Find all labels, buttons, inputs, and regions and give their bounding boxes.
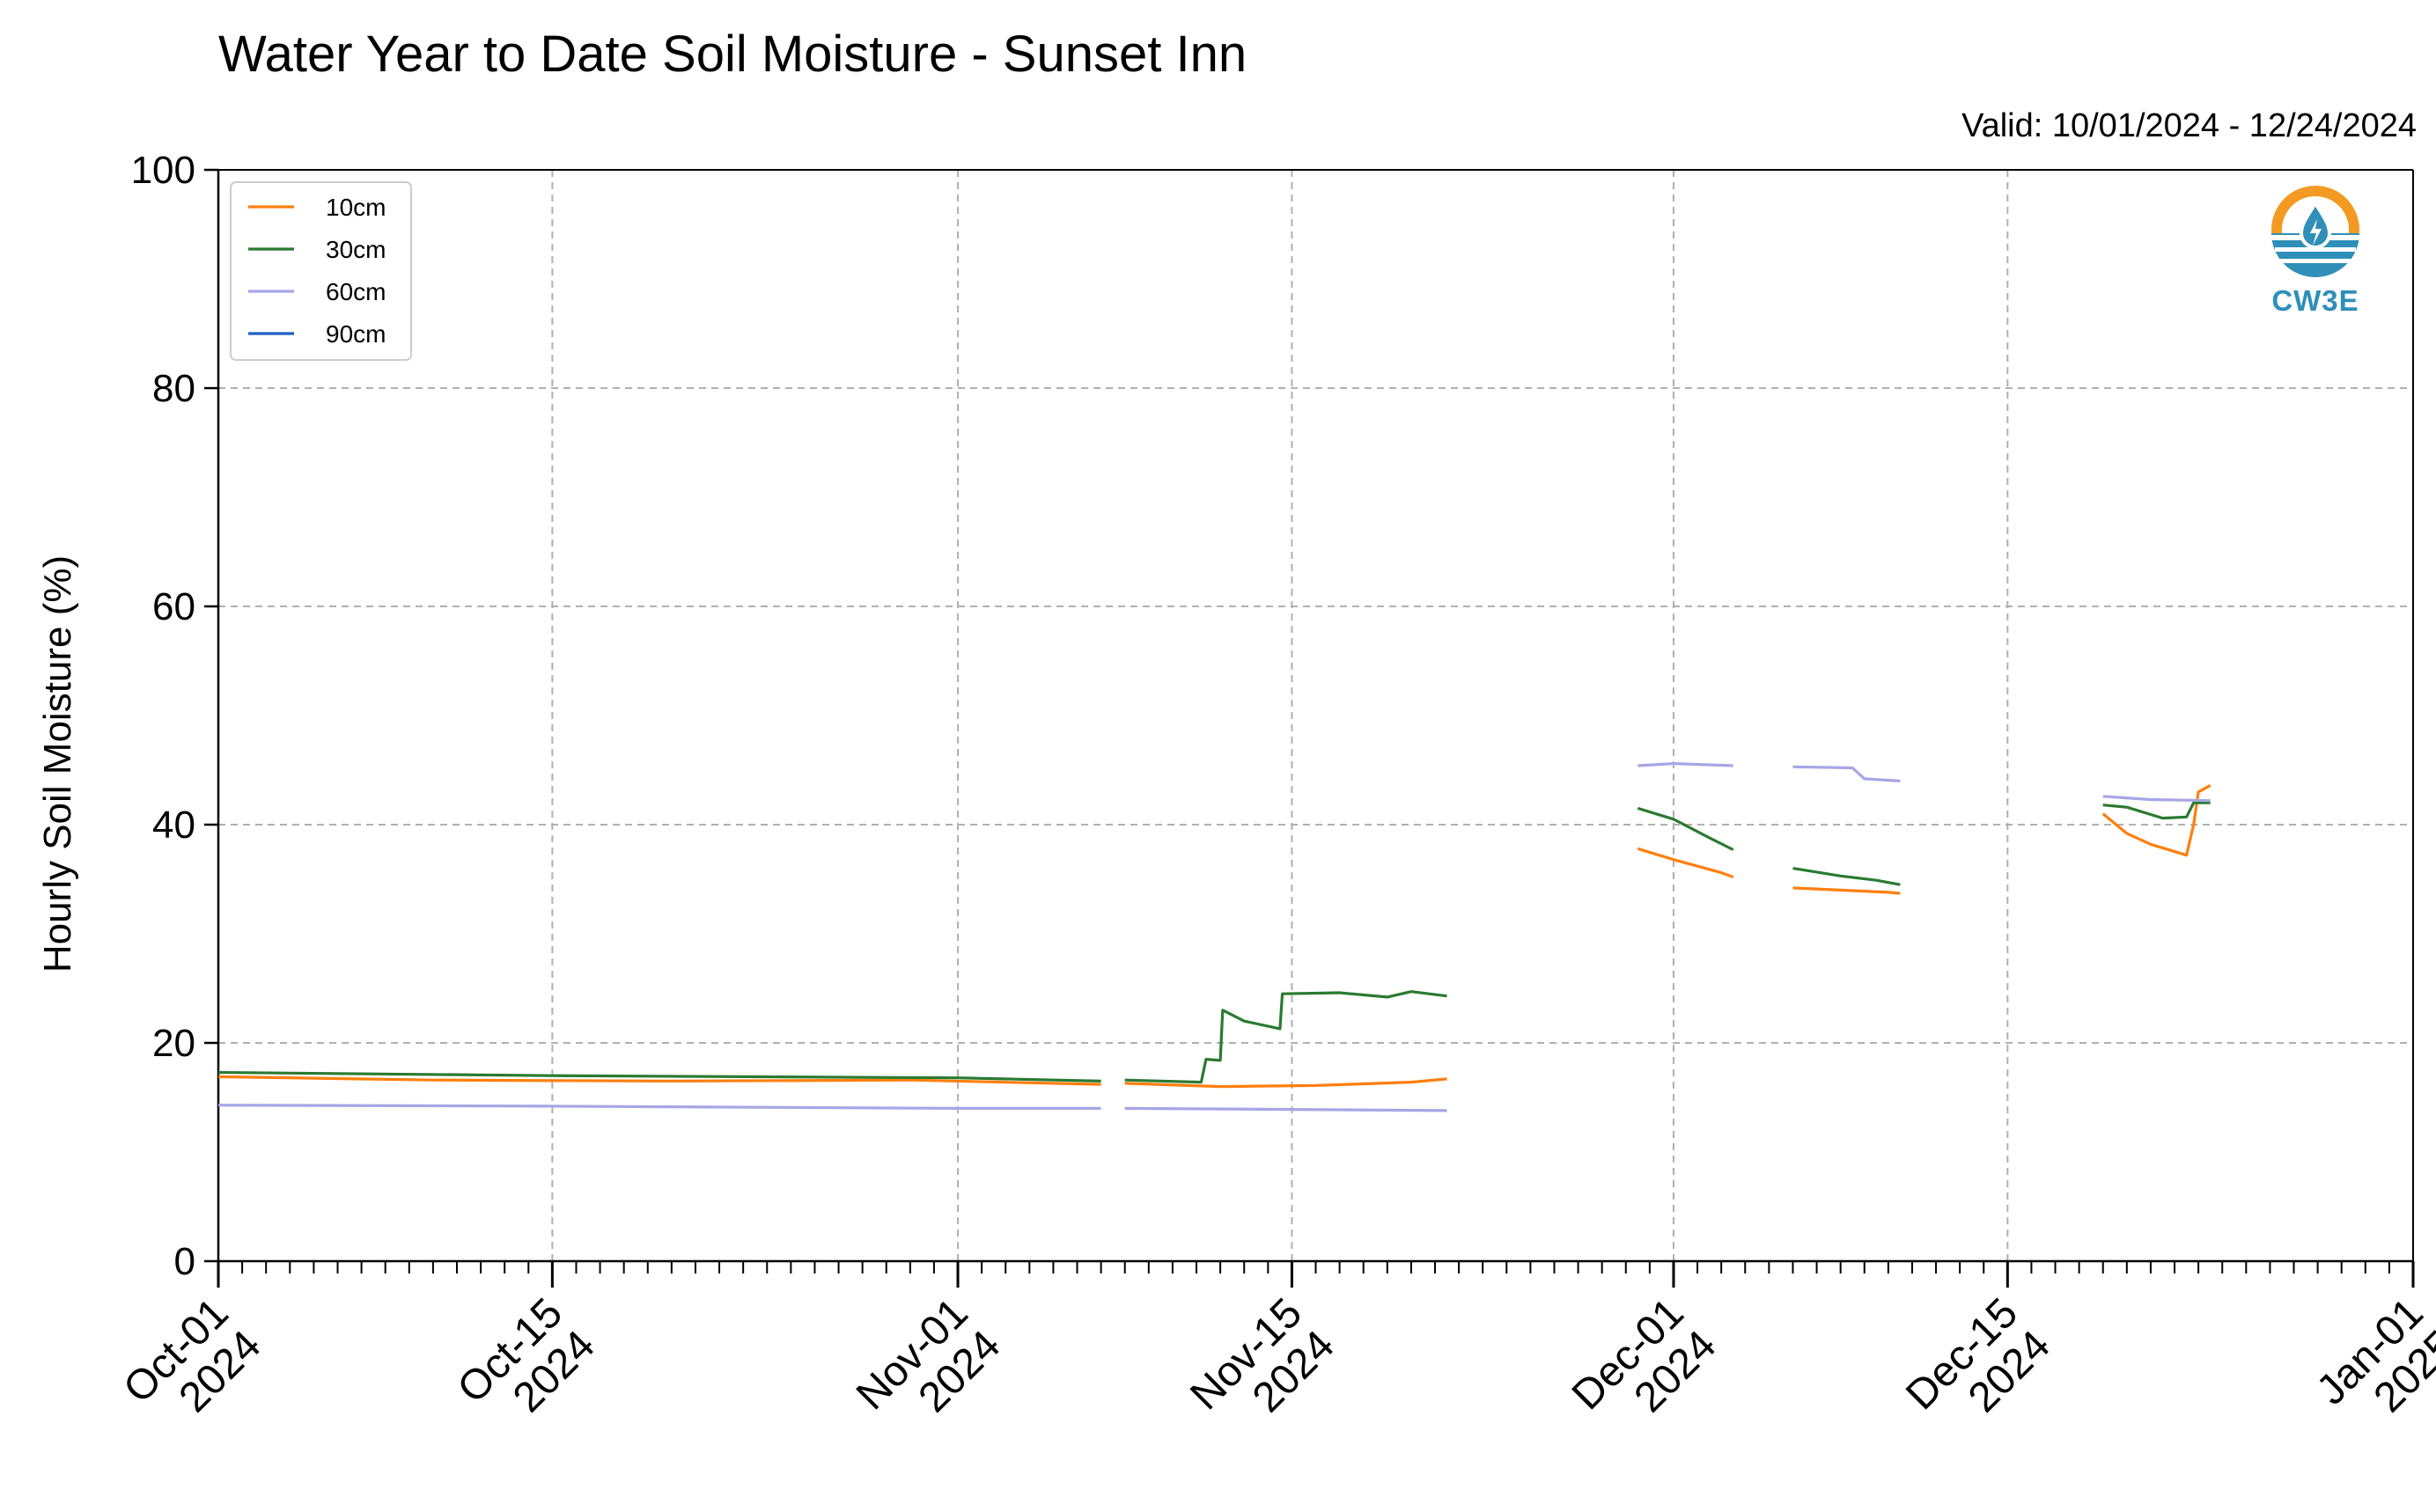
y-tick-label: 100 — [131, 149, 195, 192]
series-line-60cm — [1792, 765, 1901, 782]
series-line-10cm — [2101, 783, 2212, 857]
chart-title: Water Year to Date Soil Moisture - Sunse… — [218, 26, 1247, 83]
x-tick-label: Oct-012024 — [114, 1289, 269, 1444]
series-line-60cm — [1124, 1106, 1447, 1112]
series-line-60cm — [2102, 795, 2211, 803]
y-tick-label: 0 — [174, 1240, 195, 1283]
series-line-10cm — [1124, 1077, 1447, 1089]
y-axis-label: Hourly Soil Moisture (%) — [36, 554, 79, 973]
x-tick-label: Dec-152024 — [1897, 1289, 2059, 1451]
series-line-10cm — [217, 1075, 1101, 1086]
logo-text: CW3E — [2271, 284, 2359, 317]
x-tick-label: Nov-152024 — [1181, 1289, 1343, 1451]
series-line-30cm — [1792, 867, 1901, 886]
x-tick-label: Oct-152024 — [449, 1289, 604, 1444]
legend-box — [230, 181, 412, 361]
series-line-30cm — [2102, 801, 2211, 820]
y-tick-label: 60 — [152, 585, 195, 628]
y-tick-label: 20 — [152, 1022, 195, 1065]
legend-label-90cm: 90cm — [326, 320, 386, 348]
legend-label-60cm: 60cm — [326, 278, 386, 305]
series-line-60cm — [217, 1104, 1101, 1111]
legend-label-30cm: 30cm — [326, 236, 386, 263]
legend-label-10cm: 10cm — [326, 194, 386, 221]
cw3e-logo: CW3E — [2254, 180, 2377, 321]
series-line-30cm — [1637, 806, 1734, 851]
series-line-60cm — [1637, 761, 1733, 767]
series-line-30cm — [217, 1070, 1101, 1083]
series-line-30cm — [1124, 990, 1447, 1084]
x-tick-label: Nov-012024 — [848, 1289, 1010, 1451]
series-line-10cm — [1792, 886, 1901, 895]
x-tick-label: Jan-012025 — [2308, 1289, 2436, 1446]
cw3e-water-drop-logo-icon — [2271, 186, 2359, 277]
y-tick-label: 80 — [152, 367, 195, 410]
y-tick-label: 40 — [152, 804, 195, 847]
series-line-10cm — [1637, 847, 1734, 879]
valid-date-range: Valid: 10/01/2024 - 12/24/2024 — [1961, 107, 2417, 144]
x-tick-label: Dec-012024 — [1564, 1289, 1726, 1451]
